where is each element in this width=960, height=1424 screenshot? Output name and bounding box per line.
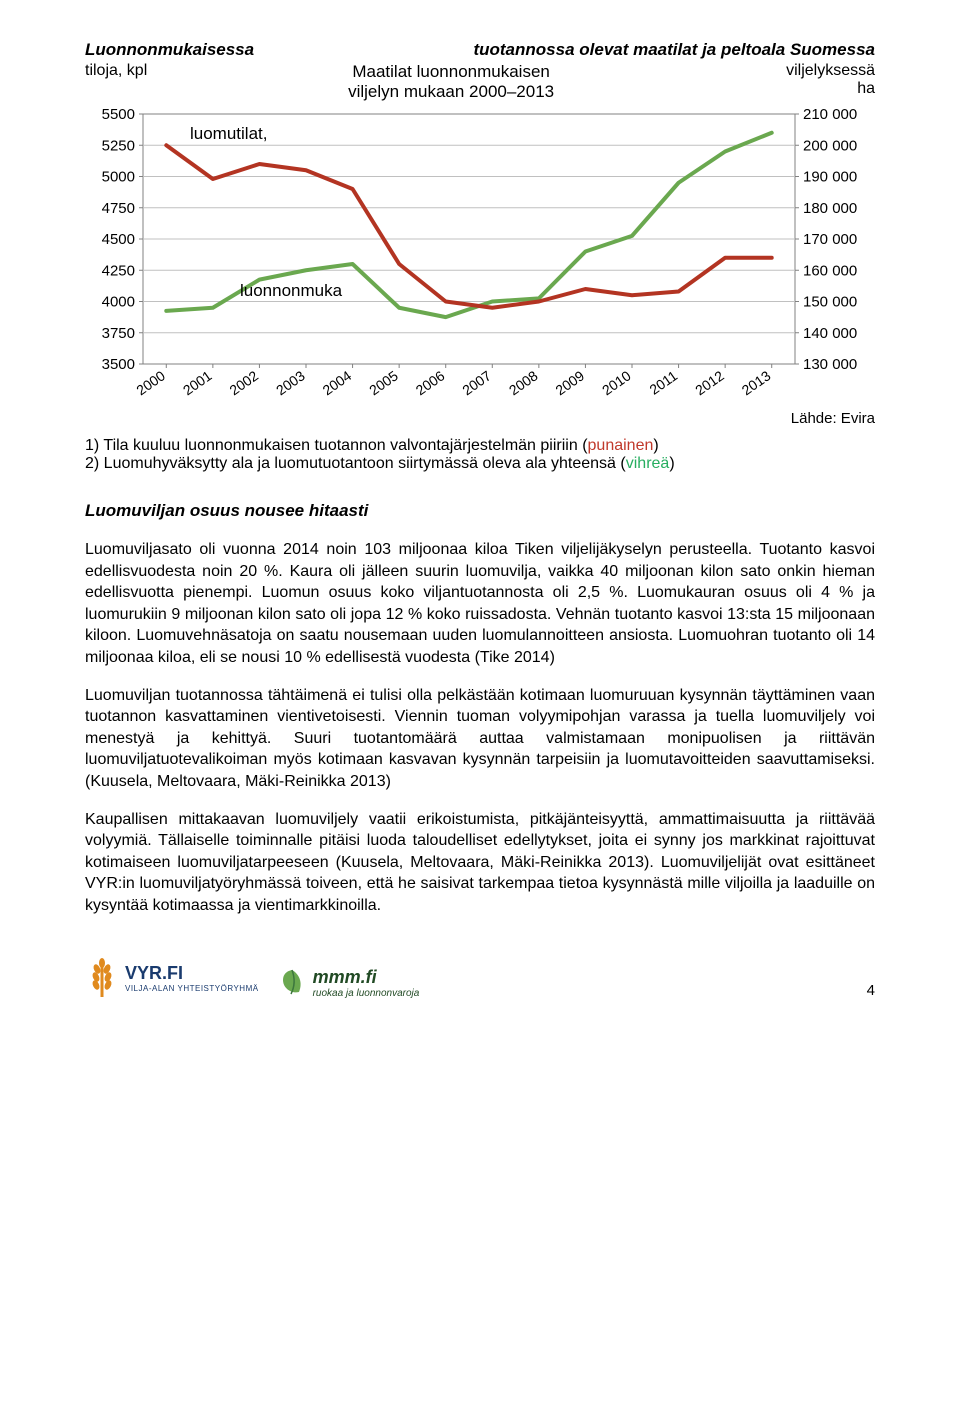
chart-right-title-line1: viljelyksessä: [755, 62, 875, 80]
svg-text:140 000: 140 000: [803, 325, 857, 342]
chart-container: luomutilat, luonnonmuka 3500 130 000 3750 1…: [85, 106, 875, 406]
svg-text:2001: 2001: [180, 367, 215, 398]
footnote-1: 1) Tila kuuluu luonnonmukaisen tuotannon…: [85, 437, 875, 455]
svg-text:170 000: 170 000: [803, 231, 857, 248]
paragraph-2: Luomuviljan tuotannossa tähtäimenä ei tu…: [85, 685, 875, 793]
chart-main-title: Luonnonmukaisessa tuotannossa olevat maa…: [85, 40, 875, 60]
svg-text:2003: 2003: [273, 367, 308, 398]
series-label-green: luonnonmuka: [240, 281, 342, 301]
svg-text:4500: 4500: [102, 231, 135, 248]
logo-vyr-text: VYR.FI: [125, 963, 183, 983]
line-chart: 3500 130 000 3750 140 000 4000 150 000 4250 160…: [85, 106, 875, 406]
footer-logos: VYR.FI VILJA-ALAN YHTEISTYÖRYHMÄ mmm.fi …: [85, 957, 419, 999]
svg-text:2006: 2006: [413, 367, 448, 398]
page-footer: VYR.FI VILJA-ALAN YHTEISTYÖRYHMÄ mmm.fi …: [85, 957, 875, 999]
svg-text:160 000: 160 000: [803, 262, 857, 279]
svg-text:130 000: 130 000: [803, 356, 857, 373]
svg-text:180 000: 180 000: [803, 200, 857, 217]
svg-text:2008: 2008: [506, 367, 541, 398]
svg-text:2005: 2005: [366, 367, 401, 398]
page-number: 4: [867, 982, 875, 999]
chart-right-axis-title: viljelyksessä ha: [755, 62, 875, 98]
svg-text:2009: 2009: [552, 367, 587, 398]
paragraph-3: Kaupallisen mittakaavan luomuviljely vaa…: [85, 809, 875, 917]
chart-sub-row: tiloja, kpl Maatilat luonnonmukaisen vil…: [85, 62, 875, 102]
footnote-1-keyword: punainen: [588, 437, 654, 454]
svg-text:2004: 2004: [320, 367, 355, 398]
section-heading: Luomuviljan osuus nousee hitaasti: [85, 501, 875, 521]
svg-text:2007: 2007: [459, 367, 494, 398]
chart-main-title-left: Luonnonmukaisessa: [85, 40, 254, 60]
logo-mmm-subtext: ruokaa ja luonnonvaroja: [313, 988, 420, 999]
page: Luonnonmukaisessa tuotannossa olevat maa…: [0, 0, 960, 1029]
svg-text:190 000: 190 000: [803, 169, 857, 186]
svg-text:2010: 2010: [599, 367, 634, 398]
logo-mmm: mmm.fi ruokaa ja luonnonvaroja: [277, 967, 420, 999]
footnote-1-post: ): [653, 437, 658, 454]
footnote-2-keyword: vihreä: [626, 455, 670, 472]
svg-text:210 000: 210 000: [803, 106, 857, 123]
chart-center-title: Maatilat luonnonmukaisen viljelyn mukaan…: [147, 62, 755, 102]
svg-text:4000: 4000: [102, 294, 135, 311]
logo-vyr: VYR.FI VILJA-ALAN YHTEISTYÖRYHMÄ: [85, 957, 259, 999]
svg-text:4250: 4250: [102, 262, 135, 279]
svg-text:150 000: 150 000: [803, 294, 857, 311]
svg-text:2012: 2012: [692, 367, 727, 398]
chart-source: Lähde: Evira: [85, 410, 875, 427]
chart-right-title-line2: ha: [755, 80, 875, 98]
svg-text:4750: 4750: [102, 200, 135, 217]
footnote-1-pre: 1) Tila kuuluu luonnonmukaisen tuotannon…: [85, 437, 588, 454]
svg-text:200 000: 200 000: [803, 137, 857, 154]
footnote-2-post: ): [669, 455, 674, 472]
chart-footnotes: 1) Tila kuuluu luonnonmukaisen tuotannon…: [85, 437, 875, 473]
series-label-red: luomutilat,: [190, 124, 267, 144]
svg-text:5500: 5500: [102, 106, 135, 123]
logo-vyr-subtext: VILJA-ALAN YHTEISTYÖRYHMÄ: [125, 984, 259, 993]
svg-text:3500: 3500: [102, 356, 135, 373]
svg-text:2002: 2002: [226, 367, 261, 398]
leaf-icon: [277, 968, 307, 998]
chart-center-title-line2: viljelyn mukaan 2000–2013: [147, 82, 755, 102]
chart-center-title-line1: Maatilat luonnonmukaisen: [147, 62, 755, 82]
svg-text:2000: 2000: [133, 367, 168, 398]
footnote-2-pre: 2) Luomuhyväksytty ala ja luomutuotantoo…: [85, 455, 626, 472]
svg-text:5250: 5250: [102, 137, 135, 154]
chart-main-title-mid: tuotannossa olevat maatilat ja peltoala …: [254, 40, 875, 60]
paragraph-1: Luomuviljasato oli vuonna 2014 noin 103 …: [85, 539, 875, 669]
logo-mmm-text: mmm.fi: [313, 967, 377, 987]
svg-text:5000: 5000: [102, 169, 135, 186]
chart-left-axis-title: tiloja, kpl: [85, 62, 147, 80]
svg-text:2013: 2013: [739, 367, 774, 398]
wheat-icon: [85, 957, 119, 999]
svg-text:3750: 3750: [102, 325, 135, 342]
footnote-2: 2) Luomuhyväksytty ala ja luomutuotantoo…: [85, 455, 875, 473]
svg-text:2011: 2011: [646, 367, 680, 397]
